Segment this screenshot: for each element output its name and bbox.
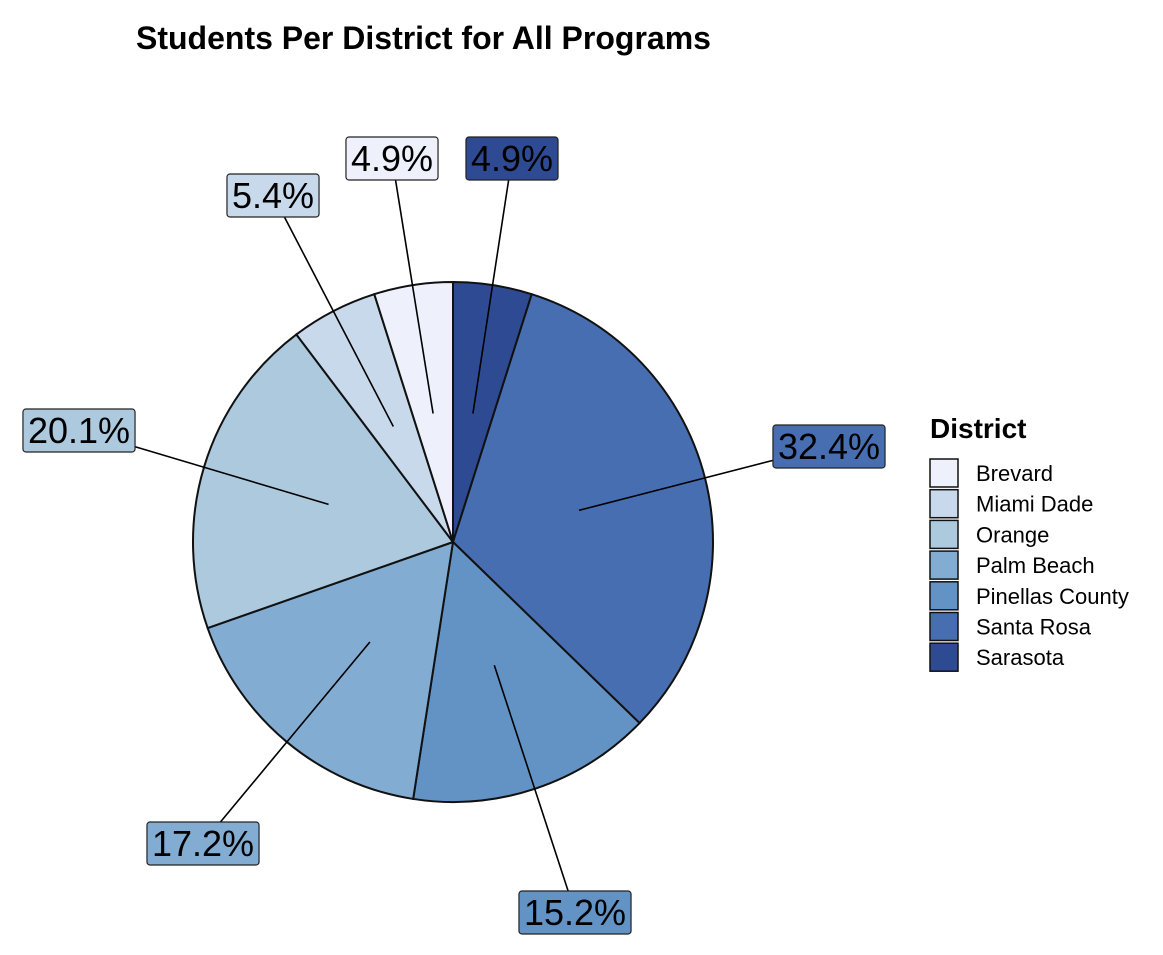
slice-label-santa-rosa: 32.4%	[772, 424, 886, 469]
leader-line-pinellas-county	[493, 665, 576, 913]
slice-label-box	[226, 173, 320, 218]
slice-label-text: 4.9%	[471, 138, 553, 179]
chart-title: Students Per District for All Programs	[136, 20, 711, 56]
slice-label-box	[518, 890, 632, 935]
slice-label-sarasota: 4.9%	[465, 136, 559, 181]
legend-key-santa-rosa	[929, 611, 959, 642]
legend-key-pinellas-county	[929, 581, 959, 611]
legend-key-palm-beach	[929, 550, 959, 580]
slice-label-box	[772, 424, 886, 469]
slice-label-brevard: 4.9%	[345, 136, 439, 181]
leader-line-miami-dade	[272, 194, 395, 427]
legend-key-miami-dade	[929, 488, 959, 519]
pie-slice-pinellas-county	[412, 539, 641, 803]
legend-key-orange	[929, 519, 959, 550]
slice-label-text: 4.9%	[351, 138, 433, 179]
slice-label-miami-dade: 5.4%	[226, 173, 320, 218]
legend: District Brevard Miami Dade Orange Palm Bea…	[929, 413, 1129, 672]
slice-label-text: 15.2%	[524, 892, 626, 933]
legend-key-brevard	[929, 458, 959, 488]
leader-line-sarasota	[472, 157, 513, 414]
slice-label-text: 5.4%	[232, 175, 314, 216]
slice-label-text: 32.4%	[778, 426, 880, 467]
legend-label-santa-rosa: Santa Rosa	[976, 615, 1092, 640]
slice-label-palm-beach: 17.2%	[146, 821, 260, 866]
legend-title: District	[930, 413, 1026, 444]
slice-label-text: 17.2%	[152, 823, 254, 864]
slice-label-box	[22, 408, 136, 453]
legend-label-orange: Orange	[976, 522, 1049, 547]
slice-labels: 4.9% 32.4% 15.2% 17.2% 20.1% 5.4% 4.9%	[22, 136, 886, 935]
slice-label-orange: 20.1%	[22, 408, 136, 453]
legend-label-brevard: Brevard	[976, 461, 1053, 486]
legend-label-miami-dade: Miami Dade	[976, 492, 1093, 517]
slice-label-pinellas-county: 15.2%	[518, 890, 632, 935]
leader-line-palm-beach	[202, 641, 371, 844]
pie-slices	[192, 280, 714, 803]
legend-label-pinellas-county: Pinellas County	[976, 584, 1129, 609]
legend-label-sarasota: Sarasota	[976, 645, 1065, 670]
legend-label-palm-beach: Palm Beach	[976, 553, 1095, 578]
slice-label-text: 20.1%	[28, 410, 130, 451]
slice-label-box	[465, 136, 559, 181]
legend-key-sarasota	[929, 642, 959, 672]
slice-label-box	[345, 136, 439, 181]
slice-label-box	[146, 821, 260, 866]
leader-line-brevard	[391, 157, 434, 414]
